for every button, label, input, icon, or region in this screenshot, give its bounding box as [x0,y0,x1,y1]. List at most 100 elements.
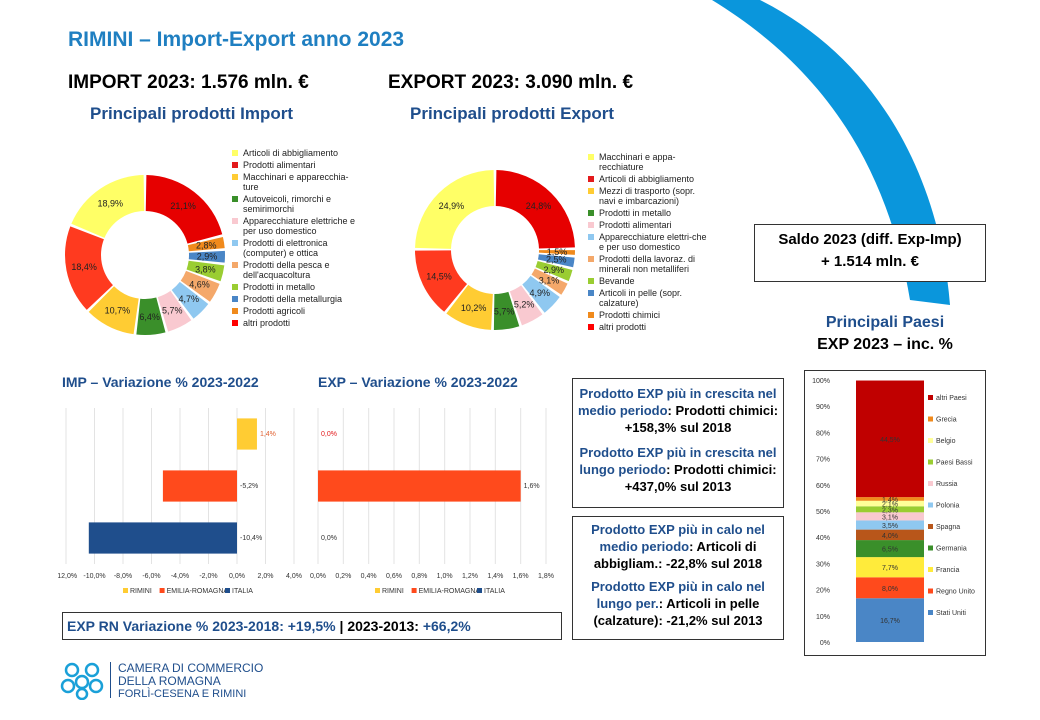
exp-rn-v1: +19,5% [287,618,336,634]
growth-long-value: : Prodotti chimici: +437,0% sul 2013 [624,462,777,494]
legend-label: Russia [936,481,958,488]
exp-rn-label: EXP RN Variazione % 2023-2018: [67,618,288,634]
segment-value-label: 6,5% [882,547,898,554]
legend-swatch [232,262,238,268]
growth-long-label: Prodotto EXP più in crescita nel lungo p… [579,445,777,477]
legend-item: Autoveicoli, rimorchi e semirimorchi [232,194,357,214]
imp-variation-title: IMP – Variazione % 2023-2022 [62,374,259,390]
exp-rn-box: EXP RN Variazione % 2023-2018: +19,5% | … [62,612,562,640]
legend-swatch [588,176,594,182]
legend-swatch [225,588,230,593]
y-tick-label: 70% [816,457,830,464]
donut-value-label: 18,9% [98,199,124,209]
legend-label: Apparecchiature elettri-che e per uso do… [599,232,707,252]
legend-label: Belgio [936,438,956,445]
legend-label: EMILIA-ROMAGNA [167,588,229,595]
donut-value-label: 18,4% [71,262,97,272]
x-tick-label: 0,0% [310,573,326,580]
legend-swatch [928,438,933,443]
x-tick-label: 1,2% [462,573,478,580]
donut-slice [522,275,560,313]
legend-swatch [588,210,594,216]
import-legend: Articoli di abbigliamento Prodotti alimen… [232,148,357,330]
growth-medium-value: : Prodotti chimici: +158,3% sul 2018 [624,403,779,435]
x-tick-label: -10,0% [83,573,105,580]
legend-swatch [232,296,238,302]
legend-swatch [588,290,594,296]
donut-value-label: 3,8% [195,264,216,274]
stack-segment [856,577,924,599]
legend-label: Prodotti della lavoraz. di minerali non … [599,254,696,274]
legend-label: ITALIA [232,588,253,595]
legend-swatch [123,588,128,593]
bar-value-label: 0,0% [321,431,337,438]
x-tick-label: 1,8% [538,573,554,580]
donut-slice [187,236,225,252]
legend-item: Macchinari e appa-recchiature [588,152,708,172]
donut-slice [186,260,225,282]
decline-long-label: Prodotto EXP più in calo nel lungo per. [591,579,765,611]
imp-variation-chart: -12,0% -10,0% -8,0% -6,0% -4,0% -2,0% 0,0% 2,0%… [58,408,302,595]
growth-box: Prodotto EXP più in crescita nel medio p… [572,378,784,508]
donut-slice [145,175,223,244]
legend-item: Articoli in pelle (sopr. calzature) [588,288,708,308]
legend-label: altri prodotti [599,322,647,332]
segment-value-label: 1,4% [882,497,898,504]
legend-swatch [232,196,238,202]
legend-swatch [232,320,238,326]
bar-value-label: -5,2% [240,483,258,490]
bar-value-label: -10,4% [240,535,262,542]
legend-swatch [588,234,594,240]
x-tick-label: -6,0% [142,573,160,580]
donut-value-label: 10,7% [105,306,131,316]
x-tick-label: 4,0% [286,573,302,580]
legend-label: Prodotti alimentari [243,160,316,170]
legend-swatch [411,588,417,593]
legend-label: Articoli in pelle (sopr. calzature) [599,288,683,308]
stack-segment [856,598,924,642]
import-heading: IMPORT 2023: 1.576 mln. € [68,72,309,93]
donut-value-label: 2,9% [197,251,218,261]
donut-value-label: 4,7% [178,294,199,304]
donut-slice [88,286,139,335]
legend-item: Prodotti della pesca e dell'acquacoltura [232,260,357,280]
donut-value-label: 2,9% [543,265,564,275]
donut-slice [509,285,543,326]
legend-swatch [232,284,238,290]
y-tick-label: 40% [816,535,830,542]
donut-slice [493,291,520,330]
legend-item: Prodotti della metallurgia [232,294,357,304]
legend-item: Prodotti di elettronica (computer) e ott… [232,238,357,258]
logo-line1: CAMERA DI COMMERCIO [118,661,264,675]
donut-value-label: 24,9% [439,201,465,211]
legend-label: Macchinari e apparecchia-ture [243,172,349,192]
paesi-title-line1: Principali Paesi [825,314,945,331]
legend-item: Prodotti chimici [588,310,708,320]
bar-value-label: 0,0% [321,535,337,542]
export-heading: EXPORT 2023: 3.090 mln. € [388,72,634,93]
bar-value-label: 1,6% [524,483,540,490]
x-tick-label: 2,0% [258,573,274,580]
stack-segment [856,506,924,513]
legend-label: RIMINI [130,588,152,595]
legend-label: Prodotti di elettronica (computer) e ott… [243,238,328,258]
y-tick-label: 90% [816,404,830,411]
legend-swatch [232,174,238,180]
x-tick-label: -12,0% [58,573,77,580]
legend-swatch [928,610,933,615]
legend-swatch [928,524,933,529]
legend-label: Mezzi di trasporto (sopr. navi e imbarca… [599,186,696,206]
donut-value-label: 10,2% [461,303,487,313]
legend-label: Stati Uniti [936,610,966,617]
segment-value-label: 44,5% [880,437,900,444]
legend-swatch [928,545,933,551]
x-tick-label: 0,8% [411,573,427,580]
legend-label: Prodotti della metallurgia [243,294,343,304]
logo-line3: FORLÌ-CESENA E RIMINI [118,688,247,700]
legend-swatch [159,588,165,593]
legend-swatch [588,312,594,318]
donut-value-label: 2,8% [196,240,217,250]
legend-label: Macchinari e appa-recchiature [599,152,676,172]
exp-variation-chart: 0,0% 0,2% 0,4% 0,6% 0,8% 1,0% 1,2% 1,4% 1,6% 1,8%… [310,408,554,595]
export-legend: Macchinari e appa-recchiature Articoli di… [588,152,708,334]
